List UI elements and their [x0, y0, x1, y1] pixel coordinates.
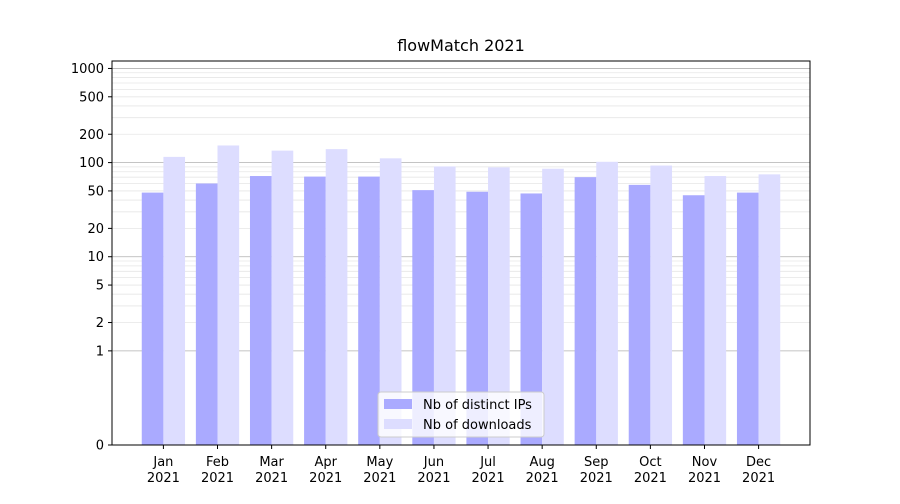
x-tick-label: Sep 2021 — [580, 455, 613, 486]
y-tick-label: 50 — [87, 184, 104, 199]
x-tick-label: Nov 2021 — [688, 455, 721, 486]
legend-label: Nb of downloads — [423, 418, 532, 433]
bar-ips-9 — [628, 184, 651, 445]
legend-label: Nb of distinct IPs — [423, 398, 532, 413]
bar-downloads-3 — [325, 149, 348, 445]
y-tick-label: 1000 — [71, 62, 104, 77]
y-tick-label: 100 — [79, 156, 104, 171]
y-tick-label: 20 — [87, 222, 104, 237]
bar-downloads-10 — [704, 176, 727, 445]
bar-ips-0 — [141, 192, 164, 445]
bar-downloads-7 — [542, 168, 564, 445]
bar-ips-4 — [358, 176, 380, 445]
bar-ips-8 — [574, 177, 597, 446]
legend-swatch — [384, 399, 412, 409]
bar-downloads-11 — [758, 174, 781, 445]
x-tick-label: Oct 2021 — [634, 455, 667, 486]
axes: 0 1 2 5 10 20 50 100 200 500 1000 Jan 2021 Feb 2021 Mar… — [71, 60, 811, 486]
x-tick-label: Apr 2021 — [309, 455, 342, 486]
y-tick-label: 2 — [96, 316, 104, 331]
chart-title: flowMatch 2021 — [397, 36, 525, 55]
bar-downloads-8 — [596, 161, 618, 445]
bar-ips-3 — [304, 176, 326, 445]
bar-downloads-4 — [379, 158, 402, 445]
bar-downloads-6 — [488, 167, 510, 446]
bar-downloads-0 — [163, 156, 186, 445]
x-tick-label: Jun 2021 — [417, 455, 450, 486]
plot-frame — [111, 60, 811, 446]
y-tick-label: 1 — [96, 344, 104, 359]
y-tick-label: 200 — [79, 128, 104, 143]
y-tick-label: 10 — [87, 250, 104, 265]
y-tick-label: 5 — [96, 279, 104, 294]
bar-ips-6 — [466, 191, 489, 445]
legend: Nb of distinct IPs Nb of downloads — [377, 391, 545, 438]
bar-ips-2 — [249, 176, 272, 445]
bar-downloads-1 — [217, 145, 240, 445]
bar-ips-11 — [736, 192, 759, 445]
x-tick-label: Jul 2021 — [472, 455, 505, 486]
x-tick-label: Mar 2021 — [255, 455, 288, 486]
bar-ips-1 — [195, 183, 218, 445]
x-tick-label: Jan 2021 — [147, 455, 180, 486]
bar-ips-10 — [682, 195, 705, 445]
bar-ips-7 — [520, 193, 543, 445]
x-tick-label: Dec 2021 — [742, 455, 775, 486]
bar-downloads-2 — [271, 150, 294, 445]
legend-box — [377, 391, 545, 438]
y-tick-label: 500 — [79, 90, 104, 105]
y-tick-label: 0 — [96, 439, 104, 454]
bar-downloads-9 — [650, 165, 673, 445]
bar-ips-5 — [412, 190, 434, 445]
legend-swatch — [384, 419, 412, 429]
x-tick-label: Aug 2021 — [526, 455, 559, 486]
x-tick-label: May 2021 — [363, 455, 396, 486]
x-tick-label: Feb 2021 — [201, 455, 234, 486]
bar-downloads-5 — [433, 166, 456, 445]
bars — [141, 145, 781, 446]
